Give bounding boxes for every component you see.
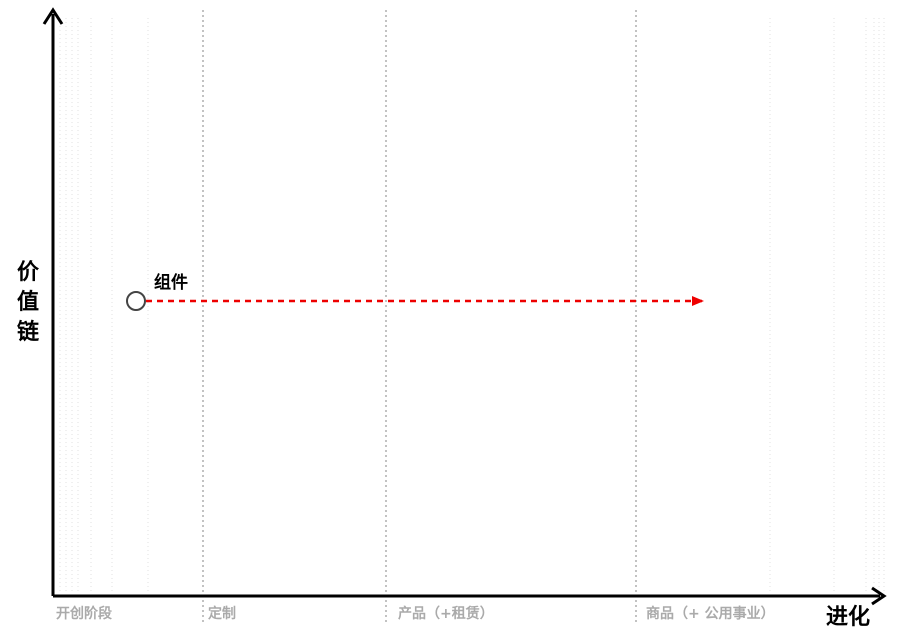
evolution-arrowhead (871, 586, 887, 606)
y-axis-title: 价 值 链 (17, 260, 40, 345)
fine-grid (59, 18, 885, 594)
axes (42, 7, 887, 606)
stage-boundaries (202, 10, 637, 622)
component-label: 组件 (154, 272, 188, 293)
y-axis-title-char-2: 值 (17, 289, 39, 315)
stage-label-commodity: 商品（+ 公用事业） (646, 605, 775, 622)
stage-label-custom: 定制 (208, 605, 236, 622)
stage-label-product: 产品（+租赁） (398, 605, 494, 622)
stage-label-genesis: 开创阶段 (56, 605, 112, 622)
x-axis-title: 进化 (826, 604, 870, 629)
y-axis-title-char-3: 链 (17, 319, 39, 345)
component-node[interactable] (126, 291, 146, 311)
y-axis-title-char-1: 价 (17, 260, 40, 285)
value-chain-arrowhead (42, 7, 64, 25)
